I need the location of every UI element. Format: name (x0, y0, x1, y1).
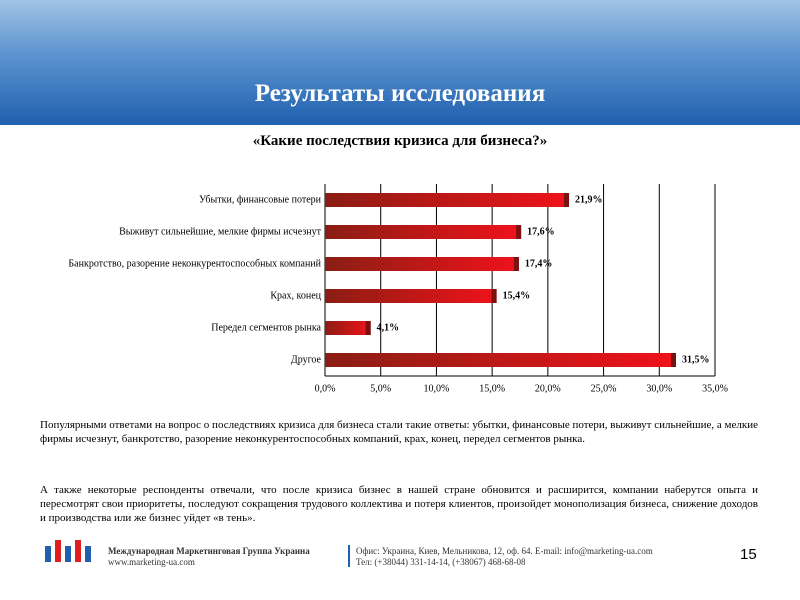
bar (325, 353, 676, 367)
x-tick-label: 25,0% (591, 383, 617, 394)
logo (45, 540, 91, 562)
chart-title: «Какие последствия кризиса для бизнеса?» (252, 133, 548, 149)
bar-cap (491, 289, 497, 303)
chart: 0,0% 5,0% 10,0% 15,0% 20,0% 25,0% 30,0% 35,0% Уб… (68, 184, 728, 394)
x-tick-label: 0,0% (315, 383, 336, 394)
x-tick-label: 30,0% (646, 383, 672, 394)
value-label: 4,1% (377, 322, 400, 333)
page-number: 15 (740, 546, 757, 563)
y-tick-label: Передел сегментов рынка (211, 322, 321, 333)
header-band (0, 0, 800, 125)
x-tick-label: 5,0% (370, 383, 391, 394)
bar (325, 257, 519, 271)
value-label: 17,6% (527, 226, 555, 237)
y-tick-label: Банкротство, разорение неконкурентоспосо… (68, 258, 321, 269)
bar (325, 321, 371, 335)
x-tick-label: 20,0% (535, 383, 561, 394)
x-tick-label: 35,0% (702, 383, 728, 394)
bar (325, 225, 522, 239)
x-tick-label: 10,0% (424, 383, 450, 394)
bar (325, 193, 570, 207)
y-tick-label: Выживут сильнейшие, мелкие фирмы исчезну… (119, 226, 321, 237)
divider (348, 545, 350, 567)
paragraph: А также некоторые респонденты отвечали, … (40, 484, 758, 524)
bar-cap (513, 257, 519, 271)
y-tick-label: Убытки, финансовые потери (199, 194, 322, 205)
bar-cap (671, 353, 676, 367)
site: www.marketing-ua.com (108, 557, 195, 567)
value-label: 17,4% (525, 258, 553, 269)
x-tick-label: 15,0% (479, 383, 505, 394)
company: Международная Маркетинговая Группа Украи… (108, 546, 310, 556)
bar-cap (516, 225, 522, 239)
office: Офис: Украина, Киев, Мельникова, 12, оф.… (356, 546, 653, 556)
value-label: 15,4% (503, 290, 530, 301)
bar-cap (564, 193, 570, 207)
slide-title: Результаты исследования (254, 80, 546, 107)
y-tick-label: Крах, конец (270, 290, 321, 301)
value-label: 31,5% (682, 354, 710, 365)
paragraph: Популярными ответами на вопрос о последс… (40, 419, 758, 445)
bar (325, 289, 497, 303)
phone: Тел: (+38044) 331-14-14, (+38067) 468-68… (356, 557, 526, 567)
y-tick-label: Другое (291, 354, 322, 365)
value-label: 21,9% (575, 194, 603, 205)
bar-cap (365, 321, 371, 335)
